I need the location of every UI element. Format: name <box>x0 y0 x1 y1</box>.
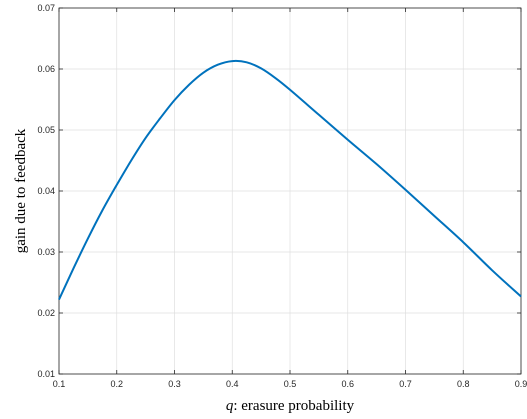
x-axis-label-text: : erasure probability <box>233 398 354 414</box>
y-tick-label: 0.01 <box>37 369 55 379</box>
y-tick-label: 0.06 <box>37 64 55 74</box>
tick-labels: 0.1 0.2 0.3 0.4 0.5 0.6 0.7 0.8 0.9 0.01 0.02 0.03 0… <box>37 3 527 389</box>
y-tick-label: 0.04 <box>37 186 55 196</box>
y-axis-label: gain due to feedback <box>13 128 29 253</box>
ticks <box>58 7 522 375</box>
y-tick-label: 0.03 <box>37 247 55 257</box>
y-tick-label: 0.07 <box>37 3 55 13</box>
y-tick-label: 0.05 <box>37 125 55 135</box>
x-tick-label: 0.5 <box>284 379 297 389</box>
x-tick-label: 0.7 <box>399 379 412 389</box>
x-axis-label: q: erasure probability <box>226 398 355 414</box>
series-line <box>58 59 522 301</box>
x-tick-label: 0.1 <box>53 379 66 389</box>
y-tick-label: 0.02 <box>37 308 55 318</box>
x-tick-label: 0.9 <box>515 379 527 389</box>
x-axis-label-variable: q <box>226 398 234 414</box>
x-tick-label: 0.6 <box>341 379 354 389</box>
x-tick-label: 0.2 <box>110 379 123 389</box>
x-tick-label: 0.3 <box>168 379 181 389</box>
x-tick-label: 0.4 <box>226 379 239 389</box>
x-tick-label: 0.8 <box>457 379 470 389</box>
